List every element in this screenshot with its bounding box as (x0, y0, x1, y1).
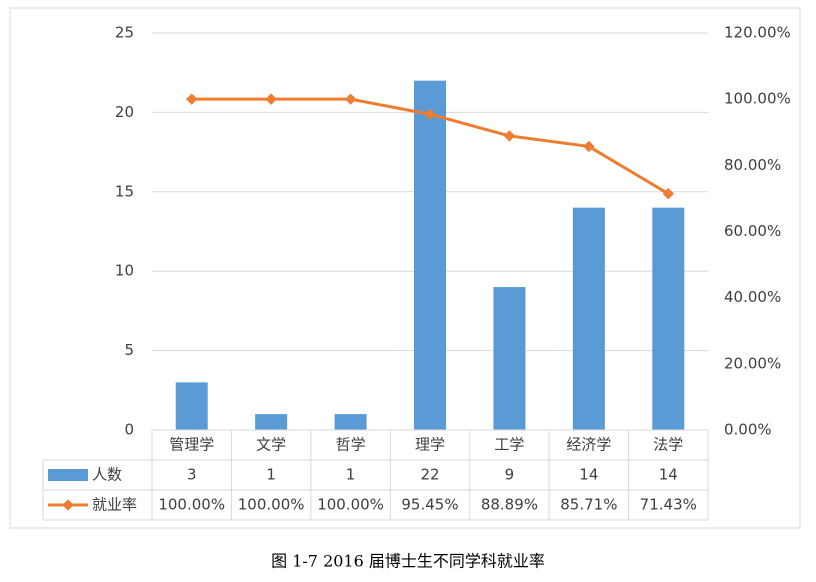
table-value: 3 (187, 466, 197, 484)
table-value: 95.45% (401, 496, 458, 514)
bar (493, 287, 526, 430)
category-label: 文学 (256, 436, 286, 454)
category-label: 经济学 (566, 436, 611, 454)
category-label: 法学 (653, 436, 683, 454)
y-tick-label: 5 (124, 341, 134, 359)
category-label: 哲学 (336, 436, 366, 454)
y2-tick-label: 0.00% (724, 421, 772, 439)
table-value: 1 (346, 466, 356, 484)
bar (175, 382, 208, 430)
table-value: 22 (420, 466, 439, 484)
y-tick-label: 0 (124, 421, 134, 439)
y-tick-label: 20 (115, 103, 134, 121)
y2-tick-label: 80.00% (724, 156, 781, 174)
caption: 图 1-7 2016 届博士生不同学科就业率 (271, 552, 545, 571)
y-tick-label: 15 (115, 182, 134, 200)
y-tick-label: 10 (115, 262, 134, 280)
table-value: 14 (579, 466, 598, 484)
table-value: 14 (659, 466, 678, 484)
table-value: 100.00% (238, 496, 305, 514)
table-value: 100.00% (158, 496, 225, 514)
table-value: 9 (505, 466, 515, 484)
table-value: 1 (266, 466, 276, 484)
legend-swatch (48, 469, 88, 481)
bar (414, 80, 446, 430)
bar (255, 414, 288, 430)
y2-tick-label: 60.00% (724, 222, 781, 240)
table-value: 85.71% (560, 496, 617, 514)
line-marker (583, 140, 595, 153)
y-tick-label: 25 (115, 24, 134, 42)
table-value: 100.00% (317, 496, 384, 514)
category-label: 理学 (415, 436, 445, 454)
legend-label: 人数 (92, 466, 122, 484)
category-label: 管理学 (169, 436, 214, 454)
bar (334, 414, 367, 430)
legend-label: 就业率 (92, 496, 137, 514)
bar (652, 207, 685, 430)
y2-tick-label: 120.00% (724, 24, 791, 42)
bar (572, 207, 605, 430)
table-value: 88.89% (481, 496, 538, 514)
table-value: 71.43% (640, 496, 697, 514)
y2-tick-label: 100.00% (724, 90, 791, 108)
line-marker (503, 130, 516, 142)
y2-tick-label: 20.00% (724, 354, 781, 372)
category-label: 工学 (494, 436, 524, 454)
line-marker (662, 188, 674, 200)
y2-tick-label: 40.00% (724, 288, 781, 306)
